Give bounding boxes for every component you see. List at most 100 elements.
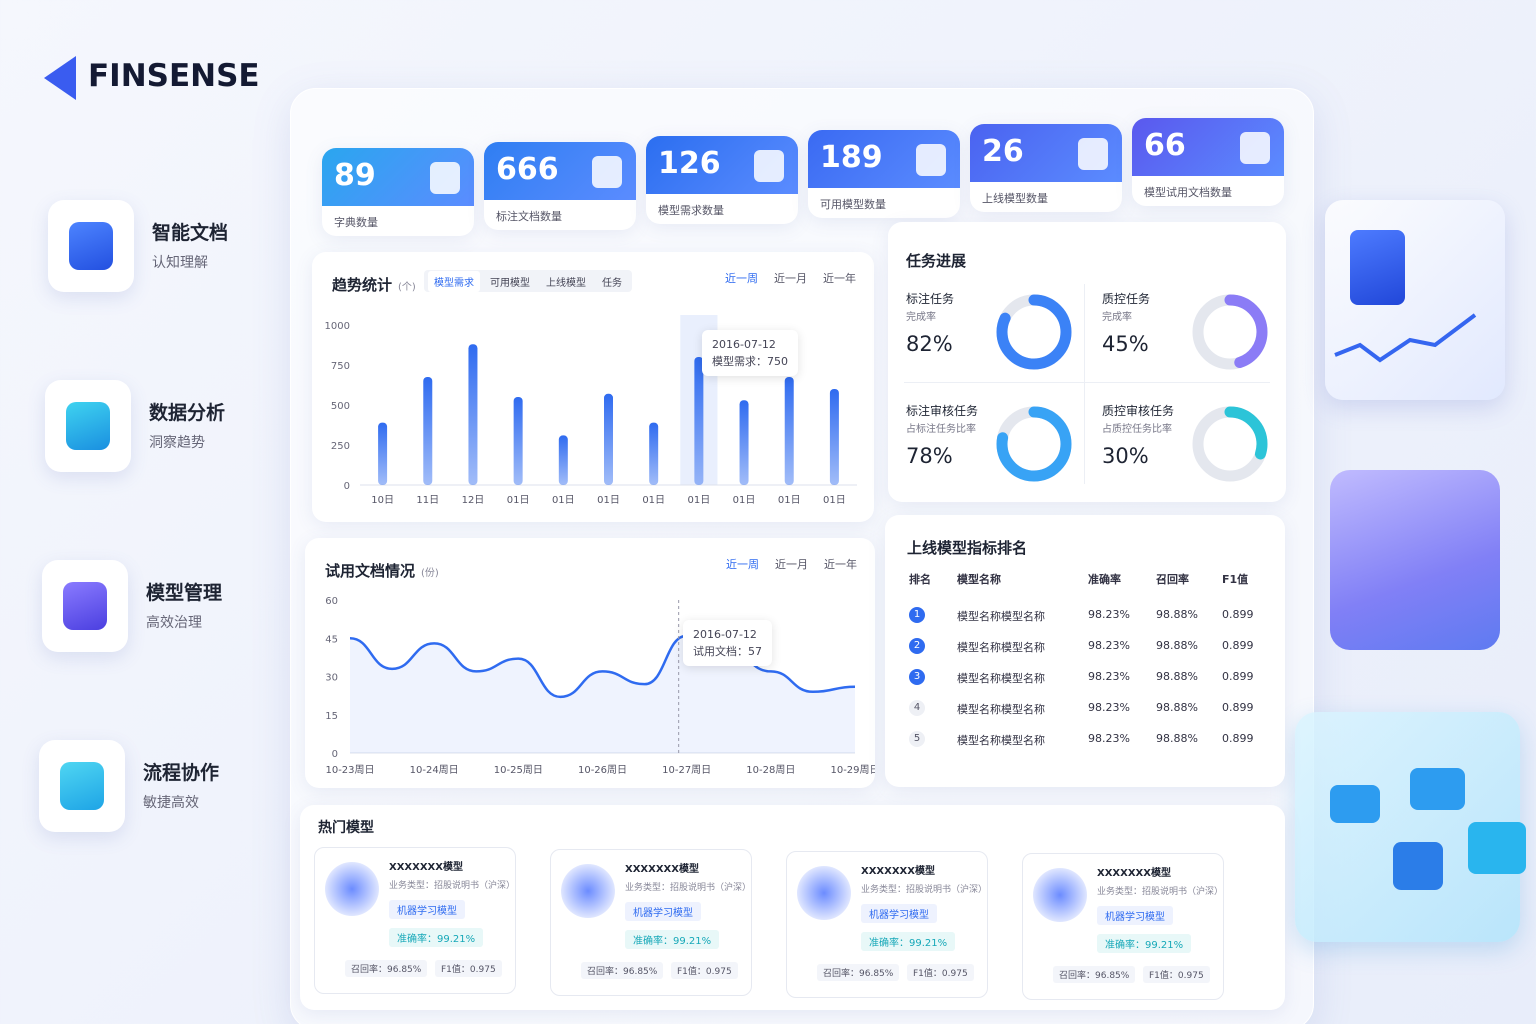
tooltip-date: 2016-07-12: [693, 628, 757, 641]
model-name: XXXXXXX模型: [389, 862, 463, 873]
trend-card: 趋势统计 (个) 模型需求 可用模型 上线模型 任务 近一周 近一月 近一年 0 250 500 750…: [312, 252, 874, 522]
model-type: 业务类型：招股说明书（沪深）: [389, 881, 516, 891]
x-tick-label: 01日: [733, 495, 756, 506]
table-header: 准确率: [1088, 573, 1121, 586]
x-tick-label: 10-28周日: [746, 764, 795, 776]
tab[interactable]: 任务: [602, 277, 622, 289]
model-card[interactable]: XXXXXXX模型 业务类型：招股说明书（沪深） 机器学习模型 准确率：99.21% 召…: [550, 849, 752, 996]
trial-chart: 0 15 30 45 60 10-23周日 10-24周日 10-25周日 10-26周日 10-…: [325, 596, 875, 776]
rank-badge: 4: [909, 700, 925, 716]
task-card: 任务进展 标注任务 完成率 82% 质控任务 完成率 45% 标注审核任务 占标注任务比率 78%…: [888, 222, 1286, 502]
y-tick-label: 30: [325, 673, 338, 684]
x-tick-label: 10-26周日: [578, 764, 627, 776]
table-cell: 98.23%: [1088, 670, 1130, 683]
tab[interactable]: 上线模型: [546, 277, 586, 289]
logo-mark: [44, 56, 76, 100]
range-option[interactable]: 近一年: [823, 272, 856, 285]
x-tick-label: 11日: [416, 495, 439, 506]
range-option[interactable]: 近一周: [726, 558, 759, 571]
range-option[interactable]: 近一年: [824, 558, 857, 571]
model-icon: [797, 866, 851, 920]
x-tick-label: 10-23周日: [325, 764, 374, 776]
table-header: F1值: [1222, 573, 1249, 586]
stat-header: 66: [1132, 118, 1284, 176]
stat-card: 126 模型需求数量: [646, 136, 798, 224]
tab[interactable]: 可用模型: [490, 277, 530, 289]
feature-icon: [45, 380, 131, 472]
stat-header: 666: [484, 142, 636, 200]
model-f1: F1值：0.975: [907, 964, 974, 981]
deco-cube: [1330, 470, 1500, 650]
deco-flow-node: [1330, 785, 1380, 823]
stat-header: 126: [646, 136, 798, 194]
feature-icon: [42, 560, 128, 652]
area: [350, 635, 855, 753]
feature-title: 流程协作: [143, 762, 220, 784]
model-name: XXXXXXX模型: [861, 866, 935, 877]
task-value: 30%: [1102, 444, 1149, 468]
rank-badge: 3: [909, 669, 925, 685]
tab[interactable]: 模型需求: [428, 270, 480, 292]
model-card[interactable]: XXXXXXX模型 业务类型：招股说明书（沪深） 机器学习模型 准确率：99.21% 召…: [786, 851, 988, 998]
model-type: 业务类型：招股说明书（沪深）: [1097, 887, 1224, 897]
table-header: 模型名称: [957, 573, 1001, 586]
range-option[interactable]: 近一月: [774, 272, 807, 285]
stat-value: 666: [496, 152, 559, 187]
feature-title: 模型管理: [146, 582, 223, 604]
model-f1: F1值：0.975: [671, 962, 738, 979]
deco-doc-icon: [1350, 230, 1405, 305]
stat-label: 标注文档数量: [496, 210, 562, 223]
card-title: 上线模型指标排名: [907, 539, 1028, 557]
chart-title-text: 试用文档情况: [325, 562, 416, 580]
model-card[interactable]: XXXXXXX模型 业务类型：招股说明书（沪深） 机器学习模型 准确率：99.21% 召…: [1022, 853, 1224, 1000]
bar: [829, 389, 839, 485]
model-type: 业务类型：招股说明书（沪深）: [625, 883, 752, 893]
table-header: 排名: [909, 573, 931, 586]
x-tick-label: 01日: [552, 495, 575, 506]
range-option[interactable]: 近一周: [725, 272, 758, 285]
task-value: 45%: [1102, 332, 1149, 356]
table-cell: 模型名称模型名称: [957, 703, 1045, 716]
range-option[interactable]: 近一月: [775, 558, 808, 571]
x-tick-label: 10-29周日: [830, 764, 875, 776]
x-tick-label: 01日: [507, 495, 530, 506]
line: [349, 634, 856, 699]
y-tick-label: 250: [331, 441, 350, 452]
stat-label: 可用模型数量: [820, 198, 886, 211]
chart-title: 试用文档情况 (份): [325, 560, 439, 581]
stat-card: 666 标注文档数量: [484, 142, 636, 230]
model-icon: [325, 862, 379, 916]
bar: [558, 435, 568, 485]
feature-icon: [39, 740, 125, 832]
deco-flow-node: [1393, 842, 1443, 890]
donut-arc: [1192, 406, 1268, 482]
model-accuracy: 准确率：99.21%: [389, 928, 484, 947]
bar: [739, 400, 749, 485]
tooltip: 2016-07-12 模型需求：750: [702, 330, 798, 376]
x-tick-label: 01日: [597, 495, 620, 506]
x-tick-label: 01日: [642, 495, 665, 506]
x-tick-label: 10日: [371, 495, 394, 506]
range-group: 近一周 近一月 近一年: [726, 556, 857, 572]
task-metric: 占质控任务比率: [1102, 424, 1172, 435]
model-recall: 召回率：96.85%: [581, 962, 664, 979]
model-tag: 机器学习模型: [1097, 906, 1173, 925]
stat-card: 66 模型试用文档数量: [1132, 118, 1284, 206]
task-metric: 完成率: [1102, 312, 1132, 323]
donut-arc: [996, 406, 1072, 482]
model-card[interactable]: XXXXXXX模型 业务类型：招股说明书（沪深） 机器学习模型 准确率：99.21% 召…: [314, 847, 516, 994]
task-metric: 占标注任务比率: [906, 424, 976, 435]
table-cell: 98.23%: [1088, 732, 1130, 745]
stat-value: 26: [982, 134, 1024, 169]
stat-icon: [1078, 138, 1108, 170]
chart-title-text: 趋势统计: [332, 276, 393, 294]
donut-arc: [996, 294, 1072, 370]
stat-value: 189: [820, 140, 883, 175]
donut: [1192, 406, 1268, 482]
feature-subtitle: 敏捷高效: [143, 795, 199, 811]
feature-subtitle: 高效治理: [146, 615, 202, 631]
chart-unit: (个): [398, 282, 416, 293]
table-cell: 98.88%: [1156, 670, 1198, 683]
model-tag: 机器学习模型: [861, 904, 937, 923]
